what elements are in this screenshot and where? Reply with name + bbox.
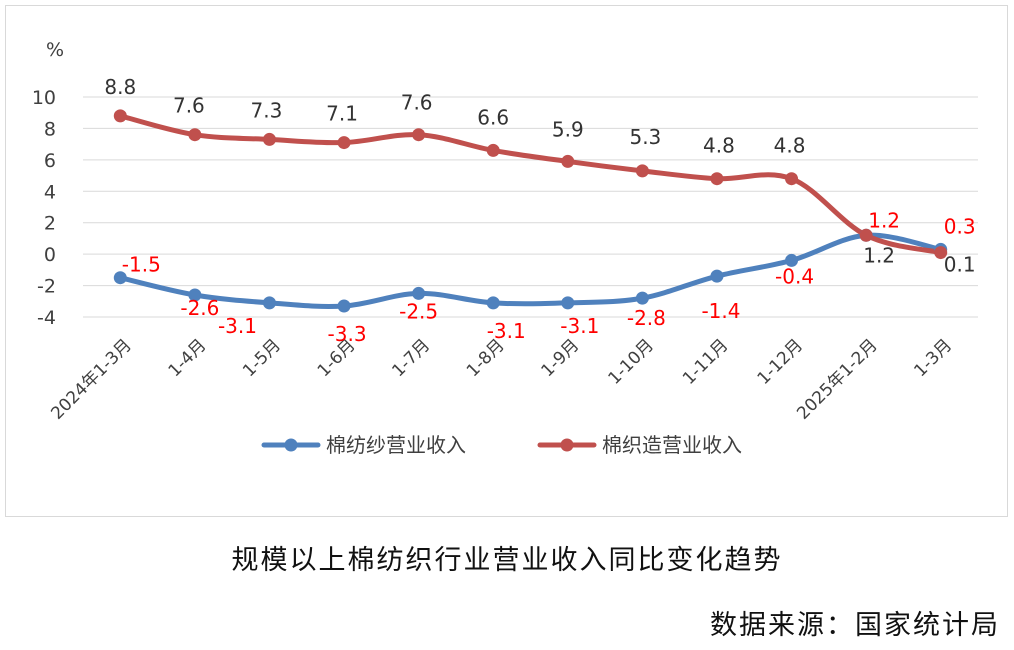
data-source-note: 数据来源：国家统计局 [710, 610, 1000, 641]
data-point [785, 172, 799, 186]
data-label: 4.8 [774, 134, 806, 158]
data-label: -3.1 [218, 314, 257, 338]
data-point [859, 228, 873, 242]
data-label: 7.6 [173, 94, 205, 118]
data-point [635, 291, 649, 305]
data-point [262, 132, 276, 146]
x-tick-label: 2024年1-3月 [47, 335, 135, 423]
x-tick-label: 1-7月 [388, 335, 434, 381]
data-label: 7.6 [401, 91, 433, 115]
y-axis-unit: % [46, 39, 64, 61]
data-label: 6.6 [477, 105, 509, 129]
chart-caption-title: 规模以上棉纺织行业营业收入同比变化趋势 [231, 545, 783, 576]
data-point [262, 296, 276, 310]
y-tick-label: 4 [44, 181, 56, 203]
data-point [412, 286, 426, 300]
data-point [412, 128, 426, 142]
x-tick-label: 1-10月 [604, 335, 657, 388]
legend-label: 棉纺纱营业收入 [326, 433, 466, 457]
data-label: -1.4 [701, 299, 740, 323]
x-tick-label: 1-11月 [679, 335, 732, 388]
data-label: -2.8 [627, 306, 666, 330]
data-label: 0.1 [944, 253, 976, 277]
data-point [188, 288, 202, 302]
data-point [337, 136, 351, 150]
data-label: 8.8 [104, 75, 136, 99]
data-label: -1.5 [122, 253, 161, 277]
data-point [113, 109, 127, 123]
y-tick-label: 0 [44, 244, 56, 266]
data-label: -2.6 [180, 296, 219, 320]
data-point [710, 172, 724, 186]
chart-frame: 10 8 6 4 2 0 -2 -4% 2024年1-3月 1-4月 1-5月 1-6月 1-7月 1-8… [5, 5, 1008, 517]
data-label: -0.4 [775, 264, 814, 288]
data-label: 0.3 [944, 214, 976, 238]
data-point [561, 296, 575, 310]
data-point [337, 299, 351, 313]
data-label: 4.8 [703, 134, 735, 158]
legend-swatch-marker [284, 438, 298, 452]
data-label: 1.2 [863, 243, 895, 267]
data-label: 7.3 [251, 98, 283, 122]
x-tick-label: 1-3月 [910, 335, 956, 381]
legend-label: 棉织造营业收入 [602, 433, 742, 457]
x-tick-label: 1-12月 [754, 335, 807, 388]
y-tick-label: -2 [37, 276, 56, 298]
data-point [785, 253, 799, 267]
y-tick-label: -4 [37, 307, 56, 329]
y-tick-label: 8 [44, 118, 56, 140]
series-line-2 [117, 113, 944, 256]
legend-swatch-marker [560, 438, 574, 452]
data-label: -3.1 [560, 314, 599, 338]
series-line-1 [117, 232, 944, 309]
data-label: 5.9 [552, 117, 584, 141]
data-label: 5.3 [629, 125, 661, 149]
data-point [113, 271, 127, 285]
y-tick-label: 2 [44, 213, 56, 235]
data-label: -3.3 [328, 322, 367, 346]
data-point [635, 164, 649, 178]
x-tick-label: 1-4月 [165, 335, 211, 381]
data-point [710, 269, 724, 283]
data-label: -2.5 [399, 299, 438, 323]
y-tick-label: 6 [44, 150, 56, 172]
data-point [188, 128, 202, 142]
x-tick-label: 2025年1-2月 [793, 335, 881, 423]
data-point [934, 246, 948, 260]
data-label: 1.2 [868, 208, 900, 232]
data-label: 7.1 [326, 102, 358, 126]
data-point [486, 143, 500, 157]
data-point [486, 296, 500, 310]
y-tick-label: 10 [32, 87, 56, 109]
data-label: -3.1 [487, 319, 526, 343]
x-tick-label: 1-9月 [538, 335, 584, 381]
x-tick-label: 1-5月 [239, 335, 285, 381]
data-point [561, 154, 575, 168]
